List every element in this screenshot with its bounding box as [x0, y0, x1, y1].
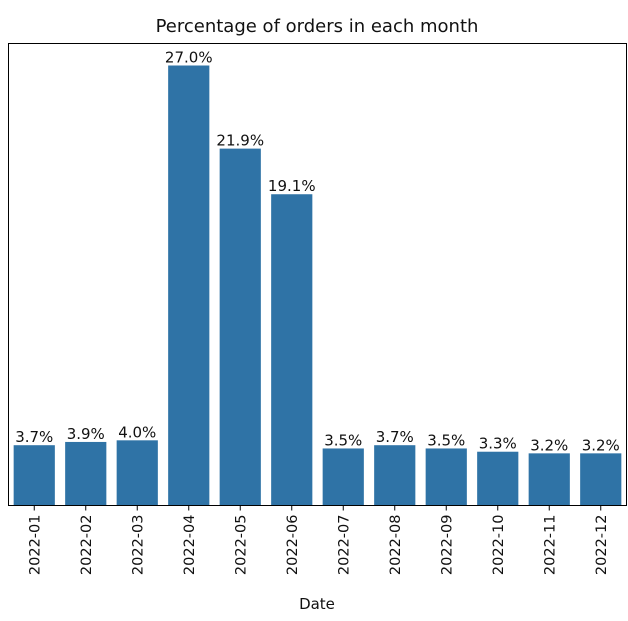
- data-label-2022-05: 21.9%: [216, 132, 264, 150]
- data-label-2022-02: 3.9%: [67, 425, 105, 443]
- bar-2022-08: [374, 445, 416, 506]
- bar-2022-05: [219, 148, 261, 506]
- bar-2022-07: [322, 448, 364, 506]
- data-label-2022-03: 4.0%: [118, 423, 156, 441]
- data-label-2022-07: 3.5%: [324, 431, 362, 449]
- bar-2022-01: [13, 445, 55, 506]
- data-labels-group: 3.7% 3.9% 4.0% 27.0% 21.9% 19.1% 3.5% 3.7% 3.5% 3…: [15, 49, 620, 455]
- data-label-2022-10: 3.3%: [479, 435, 517, 453]
- data-label-2022-06: 19.1%: [268, 177, 316, 195]
- x-tick-label: 2022-02: [79, 515, 95, 576]
- x-tick-label: 2022-11: [542, 515, 558, 576]
- data-label-2022-04: 27.0%: [165, 49, 213, 67]
- bar-2022-12: [580, 453, 622, 506]
- x-tick-label: 2022-05: [233, 515, 249, 576]
- data-label-2022-12: 3.2%: [582, 436, 620, 454]
- bar-2022-04: [168, 65, 210, 506]
- x-tick-label: 2022-08: [388, 515, 404, 576]
- x-tick-label: 2022-10: [491, 515, 507, 576]
- bar-2022-10: [477, 451, 519, 506]
- bar-2022-03: [116, 440, 158, 506]
- plot-frame: [8, 43, 627, 506]
- data-label-2022-11: 3.2%: [530, 436, 568, 454]
- bar-2022-06: [271, 194, 313, 506]
- x-tick-label: 2022-09: [439, 515, 455, 576]
- x-ticks-group: 2022-01 2022-02 2022-03 2022-04 2022-05 2022-…: [27, 505, 610, 576]
- chart-title: Percentage of orders in each month: [156, 16, 479, 37]
- data-label-2022-08: 3.7%: [376, 428, 414, 446]
- x-axis-label: Date: [299, 595, 335, 613]
- bar-2022-09: [425, 448, 467, 506]
- x-tick-label: 2022-03: [130, 515, 146, 576]
- bar-2022-02: [65, 441, 107, 506]
- x-tick-label: 2022-04: [182, 515, 198, 576]
- x-tick-label: 2022-07: [336, 515, 352, 576]
- x-tick-label: 2022-06: [285, 515, 301, 576]
- x-tick-label: 2022-12: [594, 515, 610, 576]
- data-label-2022-01: 3.7%: [15, 428, 53, 446]
- bar-2022-11: [528, 453, 570, 506]
- bars-group: [13, 65, 622, 506]
- data-label-2022-09: 3.5%: [427, 431, 465, 449]
- x-tick-label: 2022-01: [27, 515, 43, 576]
